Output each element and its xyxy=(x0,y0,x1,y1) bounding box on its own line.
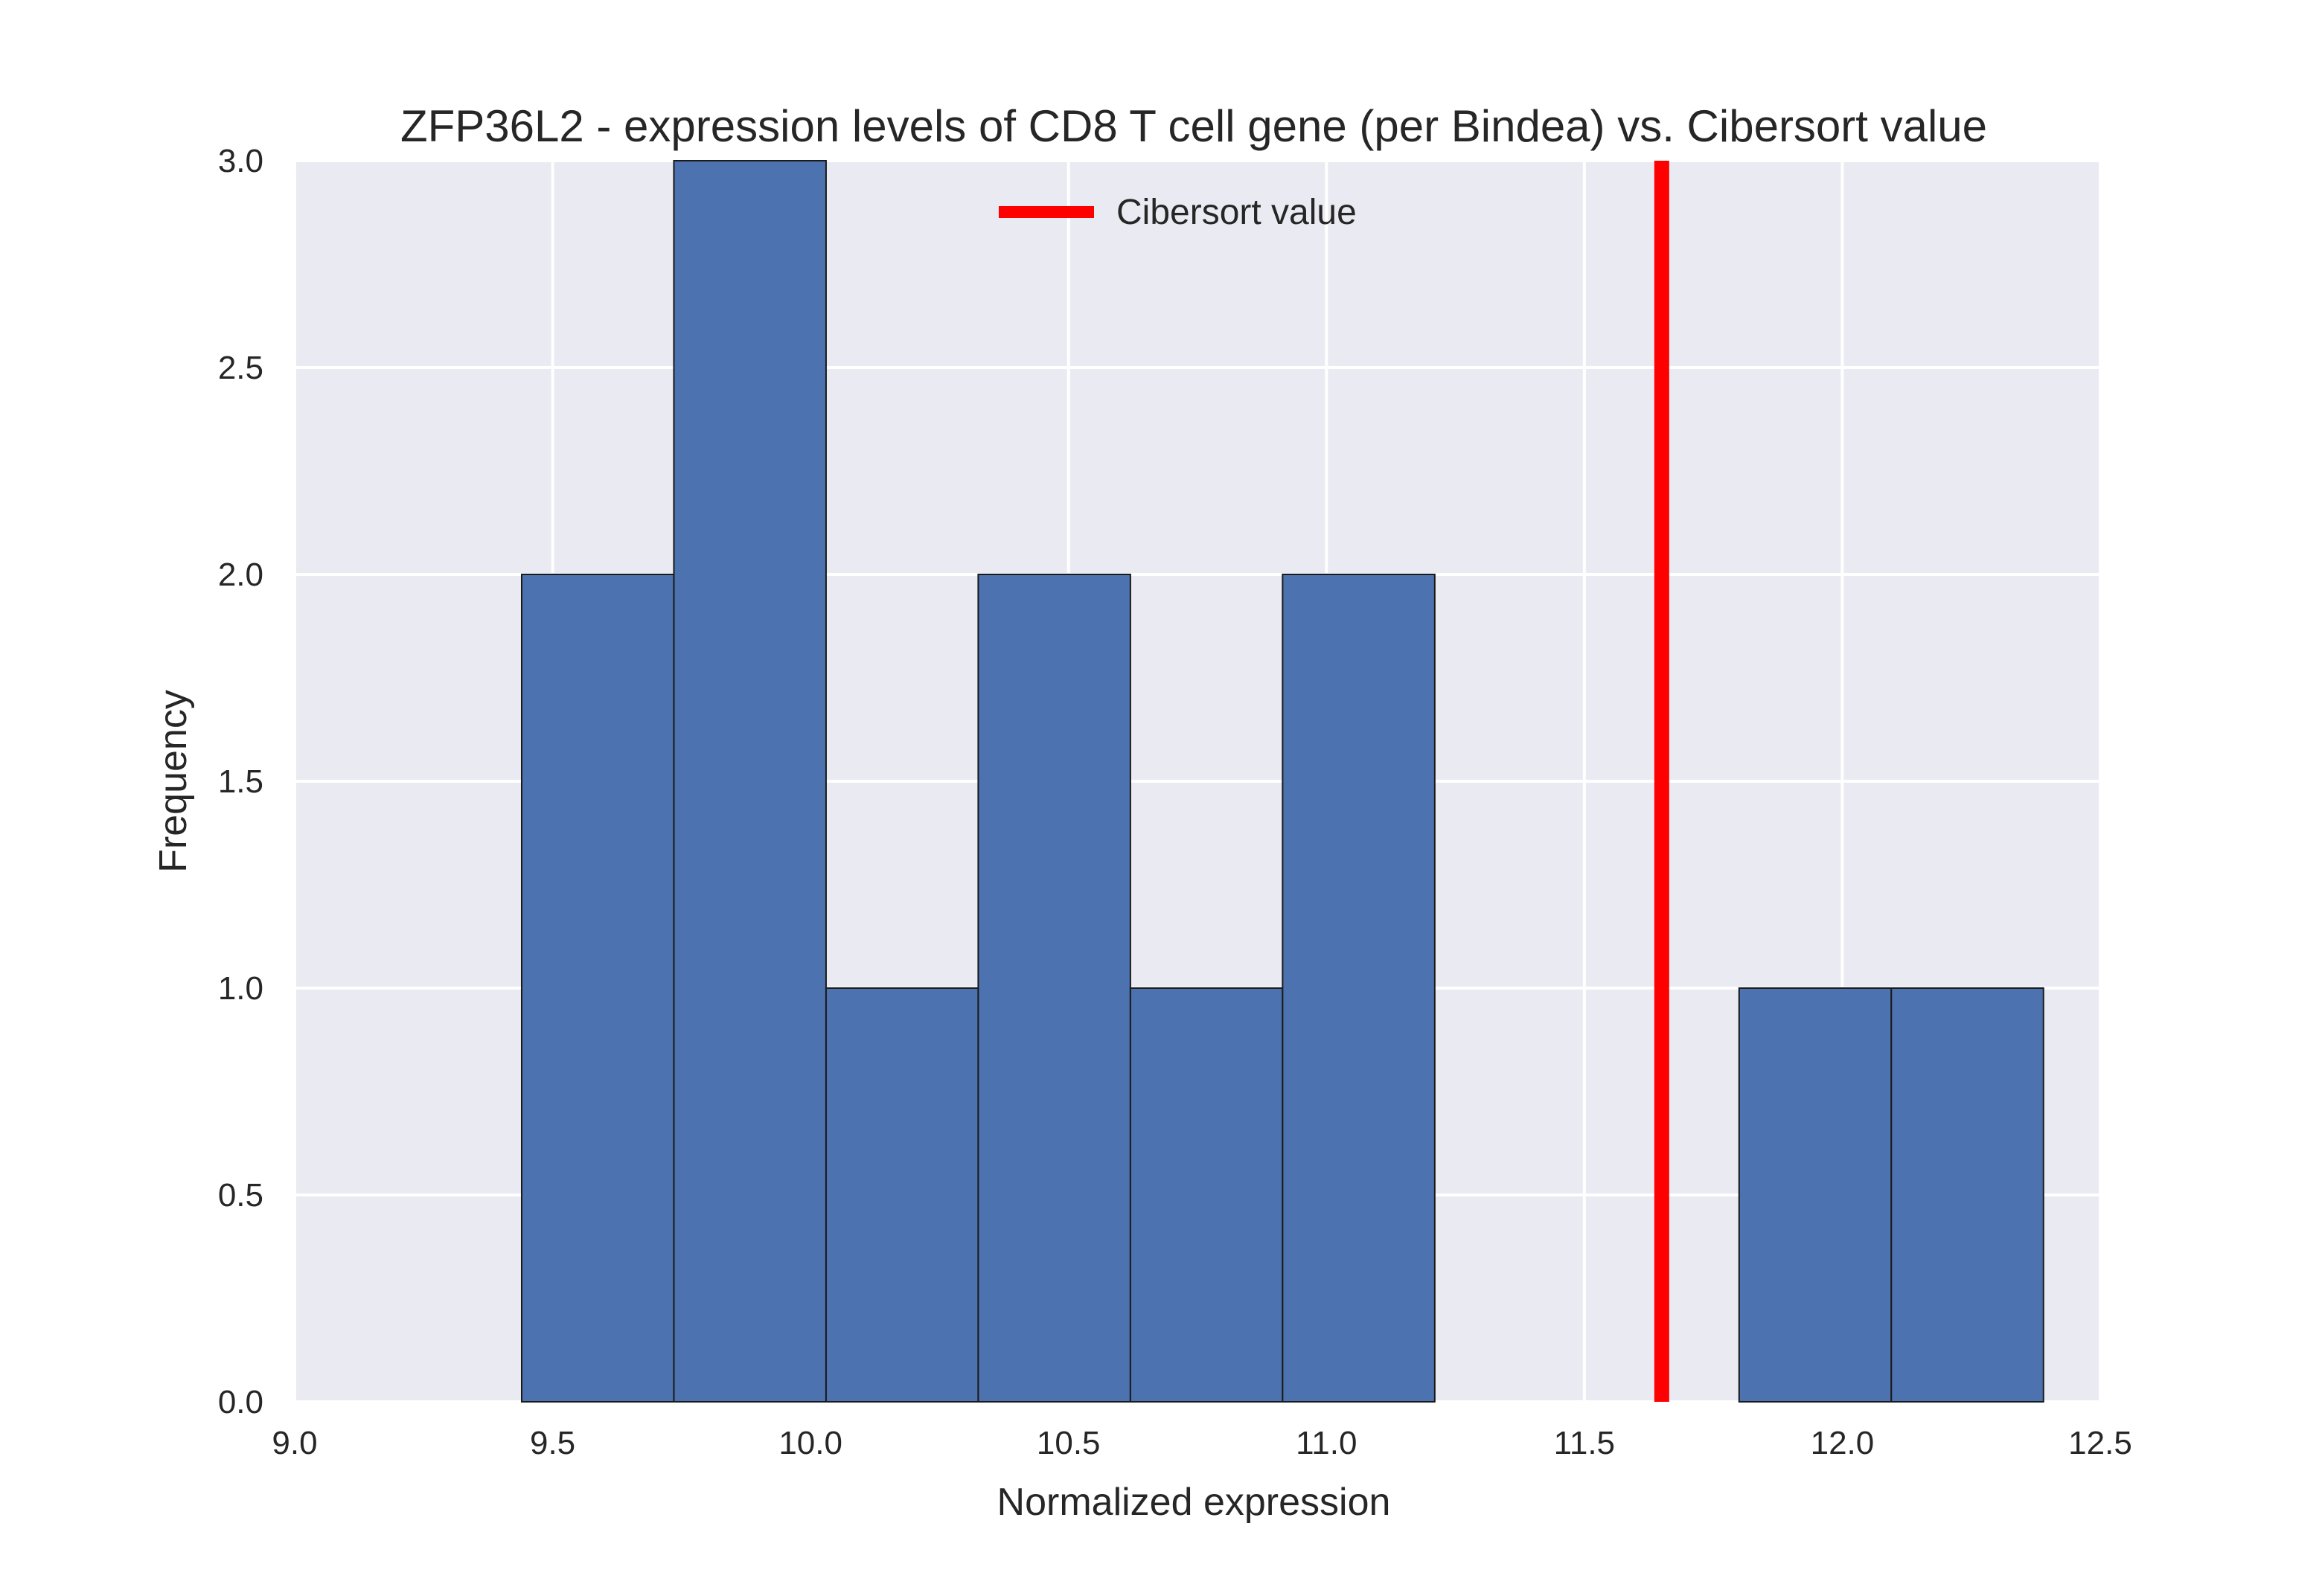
histogram-bar xyxy=(1129,987,1284,1403)
x-tick-label: 11.0 xyxy=(1296,1425,1357,1461)
legend: Cibersort value xyxy=(999,193,1357,232)
y-tick-label: 2.5 xyxy=(218,350,263,386)
y-tick-label: 1.0 xyxy=(218,970,263,1007)
x-tick-labels: 9.0 9.5 10.0 10.5 11.0 11.5 12.0 12.5 xyxy=(272,1425,2131,1461)
y-tick-label: 1.5 xyxy=(218,763,263,800)
histogram-bar xyxy=(825,987,979,1403)
chart-title: ZFP36L2 - expression levels of CD8 T cel… xyxy=(400,101,1987,151)
x-tick-label: 9.5 xyxy=(530,1425,575,1461)
histogram-bar xyxy=(520,574,675,1403)
x-tick-label: 10.0 xyxy=(778,1425,842,1461)
histogram-bar xyxy=(977,574,1131,1403)
y-tick-labels: 0.0 0.5 1.0 1.5 2.0 2.5 3.0 xyxy=(218,143,263,1420)
y-tick-label: 3.0 xyxy=(218,143,263,179)
histogram-bar xyxy=(1890,987,2044,1403)
x-tick-label: 11.5 xyxy=(1554,1425,1615,1461)
x-tick-label: 12.0 xyxy=(1811,1425,1875,1461)
x-tick-label: 10.5 xyxy=(1037,1425,1101,1461)
y-tick-label: 2.0 xyxy=(218,557,263,593)
y-tick-label: 0.5 xyxy=(218,1177,263,1214)
y-tick-label: 0.0 xyxy=(218,1384,263,1420)
legend-label: Cibersort value xyxy=(1116,193,1357,232)
y-axis-label: Frequency xyxy=(152,690,195,873)
x-tick-label: 9.0 xyxy=(272,1425,317,1461)
histogram-bars xyxy=(520,160,2044,1403)
histogram-bar xyxy=(673,160,827,1403)
histogram-bar xyxy=(1738,987,1893,1403)
x-tick-label: 12.5 xyxy=(2068,1425,2132,1461)
x-axis-label: Normalized expression xyxy=(997,1481,1391,1524)
histogram-bar xyxy=(1282,574,1436,1403)
